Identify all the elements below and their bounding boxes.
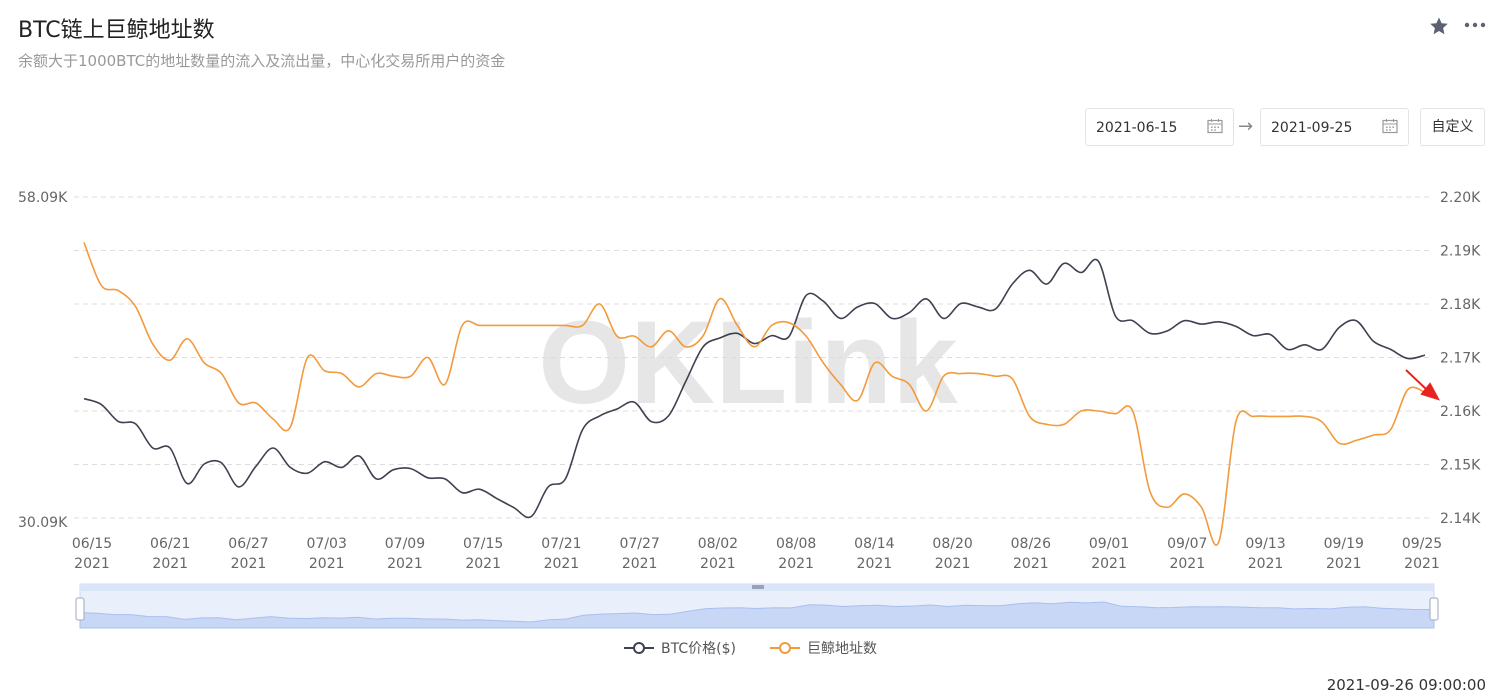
- x-tick-label: 09/25: [1402, 536, 1442, 552]
- x-tick-year: 2021: [622, 556, 658, 572]
- x-tick-label: 07/21: [541, 536, 581, 552]
- right-tick-label: 2.16K: [1440, 404, 1481, 420]
- x-tick-label: 09/13: [1245, 536, 1285, 552]
- x-tick-label: 08/14: [854, 536, 894, 552]
- left-axis-max-label: 58.09K: [18, 190, 68, 206]
- star-icon[interactable]: [1429, 16, 1449, 41]
- x-tick-year: 2021: [152, 556, 188, 572]
- legend-marker-icon: [633, 642, 645, 654]
- x-tick-year: 2021: [700, 556, 736, 572]
- page-title: BTC链上巨鲸地址数: [18, 18, 215, 43]
- x-tick-label: 08/26: [1011, 536, 1051, 552]
- x-tick-label: 08/08: [776, 536, 816, 552]
- left-axis-min-label: 30.09K: [18, 515, 68, 531]
- x-tick-label: 08/02: [698, 536, 738, 552]
- updated-timestamp: 2021-09-26 09:00:00: [1326, 676, 1486, 694]
- right-tick-label: 2.17K: [1440, 351, 1481, 367]
- x-tick-year: 2021: [74, 556, 110, 572]
- end-date-input[interactable]: 2021-09-25: [1260, 108, 1409, 146]
- btc-price-line: [83, 258, 1426, 519]
- right-tick-label: 2.14K: [1440, 511, 1481, 527]
- x-tick-label: 07/15: [463, 536, 503, 552]
- x-tick-year: 2021: [1169, 556, 1205, 572]
- x-tick-year: 2021: [1326, 556, 1362, 572]
- x-tick-year: 2021: [1013, 556, 1049, 572]
- x-tick-year: 2021: [778, 556, 814, 572]
- red-arrow-icon: [1405, 369, 1441, 401]
- x-tick-year: 2021: [465, 556, 501, 572]
- x-tick-year: 2021: [857, 556, 893, 572]
- x-tick-year: 2021: [544, 556, 580, 572]
- page-subtitle: 余额大于1000BTC的地址数量的流入及流出量，中心化交易所用户的资金: [18, 52, 506, 70]
- x-tick-year: 2021: [387, 556, 423, 572]
- legend-item-btc-price[interactable]: BTC价格($): [624, 641, 736, 657]
- watermark: OKLink: [538, 297, 958, 429]
- zoom-handle-left[interactable]: [75, 597, 85, 621]
- legend-label: BTC价格($): [661, 641, 736, 657]
- x-tick-label: 09/01: [1089, 536, 1129, 552]
- start-date-input[interactable]: 2021-06-15: [1085, 108, 1234, 146]
- x-tick-label: 07/27: [619, 536, 659, 552]
- zoom-drag-grip[interactable]: [752, 585, 764, 589]
- legend-label: 巨鲸地址数: [807, 641, 877, 657]
- x-tick-label: 07/03: [307, 536, 347, 552]
- zoom-preview-area: [79, 601, 1435, 629]
- right-tick-label: 2.18K: [1440, 297, 1481, 313]
- x-tick-year: 2021: [1404, 556, 1440, 572]
- whale-address-line: [83, 242, 1426, 546]
- legend-item-whale-count[interactable]: 巨鲸地址数: [770, 641, 877, 657]
- x-tick-label: 06/21: [150, 536, 190, 552]
- x-tick-year: 2021: [231, 556, 267, 572]
- x-tick-year: 2021: [1091, 556, 1127, 572]
- right-tick-label: 2.20K: [1440, 190, 1481, 206]
- end-date-value: 2021-09-25: [1271, 120, 1353, 136]
- x-tick-label: 09/19: [1324, 536, 1364, 552]
- start-date-value: 2021-06-15: [1096, 120, 1178, 136]
- x-tick-label: 07/09: [385, 536, 425, 552]
- calendar-icon: [1382, 119, 1398, 134]
- x-tick-year: 2021: [935, 556, 971, 572]
- arrow-right-icon: →: [1238, 116, 1254, 137]
- custom-range-button[interactable]: 自定义: [1420, 108, 1485, 146]
- x-tick-year: 2021: [309, 556, 345, 572]
- x-tick-label: 09/07: [1167, 536, 1207, 552]
- chart-area: OKLink 2.14K 2.15K 2.16K 2.17K 2.18K 2.19K 2.2…: [18, 190, 1481, 657]
- x-tick-label: 06/15: [72, 536, 112, 552]
- right-tick-label: 2.15K: [1440, 458, 1481, 474]
- calendar-icon: [1207, 119, 1223, 134]
- right-tick-label: 2.19K: [1440, 244, 1481, 260]
- x-tick-label: 08/20: [932, 536, 972, 552]
- legend-marker-icon: [779, 642, 791, 654]
- more-icon[interactable]: [1463, 14, 1487, 39]
- x-tick-year: 2021: [1248, 556, 1284, 572]
- zoom-handle-right[interactable]: [1429, 597, 1439, 621]
- x-tick-label: 06/27: [228, 536, 268, 552]
